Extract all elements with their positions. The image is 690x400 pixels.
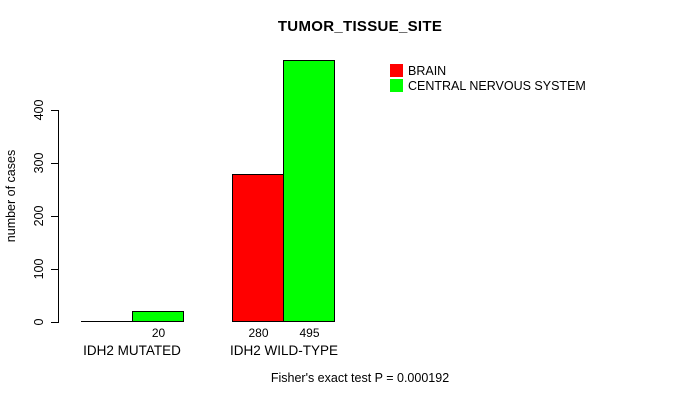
y-axis-tick <box>51 322 58 323</box>
y-axis-tick-label: 0 <box>32 318 46 326</box>
legend-item-brain: BRAIN <box>390 63 586 78</box>
y-axis-tick <box>51 163 58 164</box>
x-category-label-idh2-mutated: IDH2 MUTATED <box>83 343 181 358</box>
x-category-label-idh2-wild-type: IDH2 WILD-TYPE <box>229 343 339 358</box>
y-axis-tick <box>51 110 58 111</box>
legend-label-central-nervous-system: CENTRAL NERVOUS SYSTEM <box>408 78 586 93</box>
legend-swatch-central-nervous-system <box>390 79 403 92</box>
fisher-test-annotation: Fisher's exact test P = 0.000192 <box>270 371 450 385</box>
legend: BRAIN CENTRAL NERVOUS SYSTEM <box>390 63 586 93</box>
y-axis-line <box>58 110 59 323</box>
y-axis-tick <box>51 216 58 217</box>
y-axis-tick <box>51 269 58 270</box>
bar-value-label-brain-idh2-wild-type: 280 <box>248 326 269 340</box>
y-axis-tick-label: 400 <box>32 99 46 121</box>
chart-title: TUMOR_TISSUE_SITE <box>277 18 443 35</box>
bar-value-label-central-nervous-system-idh2-wild-type: 495 <box>299 326 320 340</box>
legend-swatch-brain <box>390 64 403 77</box>
y-axis-tick-label: 100 <box>32 258 46 280</box>
y-axis-tick-label: 300 <box>32 152 46 174</box>
y-axis-tick-label: 200 <box>32 205 46 227</box>
bar-central-nervous-system-idh2-wild-type <box>283 60 335 322</box>
legend-item-central-nervous-system: CENTRAL NERVOUS SYSTEM <box>390 78 586 93</box>
bar-central-nervous-system-idh2-mutated <box>132 311 184 322</box>
bar-value-label-central-nervous-system-idh2-mutated: 20 <box>151 326 166 340</box>
legend-label-brain: BRAIN <box>408 63 447 78</box>
bar-brain-idh2-wild-type <box>232 174 284 322</box>
bar-brain-idh2-mutated <box>81 321 133 322</box>
